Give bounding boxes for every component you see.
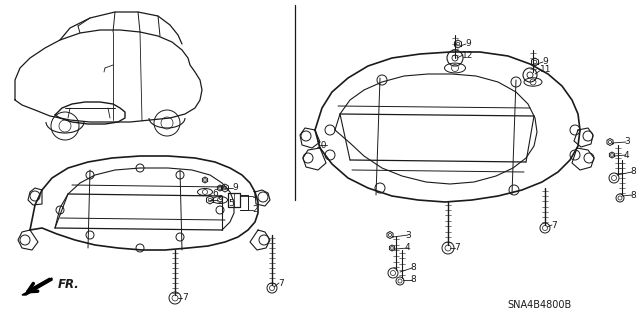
Text: SNA4B4800B: SNA4B4800B — [508, 300, 572, 310]
Text: 1: 1 — [252, 191, 258, 201]
Text: 4: 4 — [405, 243, 411, 253]
Text: 8: 8 — [410, 276, 416, 285]
Text: 9: 9 — [465, 40, 471, 48]
Text: 12: 12 — [462, 50, 474, 60]
Text: 7: 7 — [182, 293, 188, 302]
Text: 4: 4 — [624, 151, 630, 160]
Text: 7: 7 — [454, 243, 460, 253]
Text: 9: 9 — [217, 196, 223, 204]
Text: 10: 10 — [316, 140, 328, 150]
Text: 8: 8 — [410, 263, 416, 272]
Text: 5: 5 — [228, 199, 234, 209]
Polygon shape — [22, 278, 52, 295]
Text: 7: 7 — [551, 220, 557, 229]
Text: 6: 6 — [212, 189, 218, 198]
Text: 2: 2 — [252, 205, 258, 214]
Text: 8: 8 — [630, 190, 636, 199]
Text: 8: 8 — [630, 167, 636, 176]
Text: 3: 3 — [405, 231, 411, 240]
Text: FR.: FR. — [58, 278, 80, 291]
Text: 9: 9 — [542, 57, 548, 66]
Text: 9: 9 — [232, 183, 237, 192]
Text: 7: 7 — [278, 278, 284, 287]
Text: 11: 11 — [540, 65, 552, 75]
Text: 3: 3 — [624, 137, 630, 146]
